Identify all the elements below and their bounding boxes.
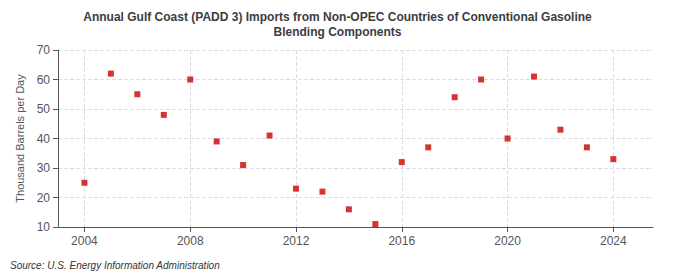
- svg-text:40: 40: [37, 132, 51, 146]
- svg-text:Blending Components: Blending Components: [274, 25, 402, 39]
- svg-text:60: 60: [37, 73, 51, 87]
- svg-text:50: 50: [37, 102, 51, 116]
- svg-text:10: 10: [37, 220, 51, 234]
- svg-text:70: 70: [37, 43, 51, 57]
- svg-text:2024: 2024: [600, 234, 627, 248]
- svg-text:30: 30: [37, 161, 51, 175]
- svg-text:2012: 2012: [283, 234, 310, 248]
- svg-text:Source: U.S. Energy Informatio: Source: U.S. Energy Information Administ…: [10, 260, 220, 271]
- svg-text:Annual Gulf Coast (PADD 3) Imp: Annual Gulf Coast (PADD 3) Imports from …: [83, 10, 592, 24]
- svg-text:2004: 2004: [71, 234, 98, 248]
- svg-text:2016: 2016: [388, 234, 415, 248]
- svg-text:Thousand Barrels per Day: Thousand Barrels per Day: [14, 74, 26, 203]
- svg-text:2008: 2008: [177, 234, 204, 248]
- svg-text:20: 20: [37, 191, 51, 205]
- svg-text:2020: 2020: [494, 234, 521, 248]
